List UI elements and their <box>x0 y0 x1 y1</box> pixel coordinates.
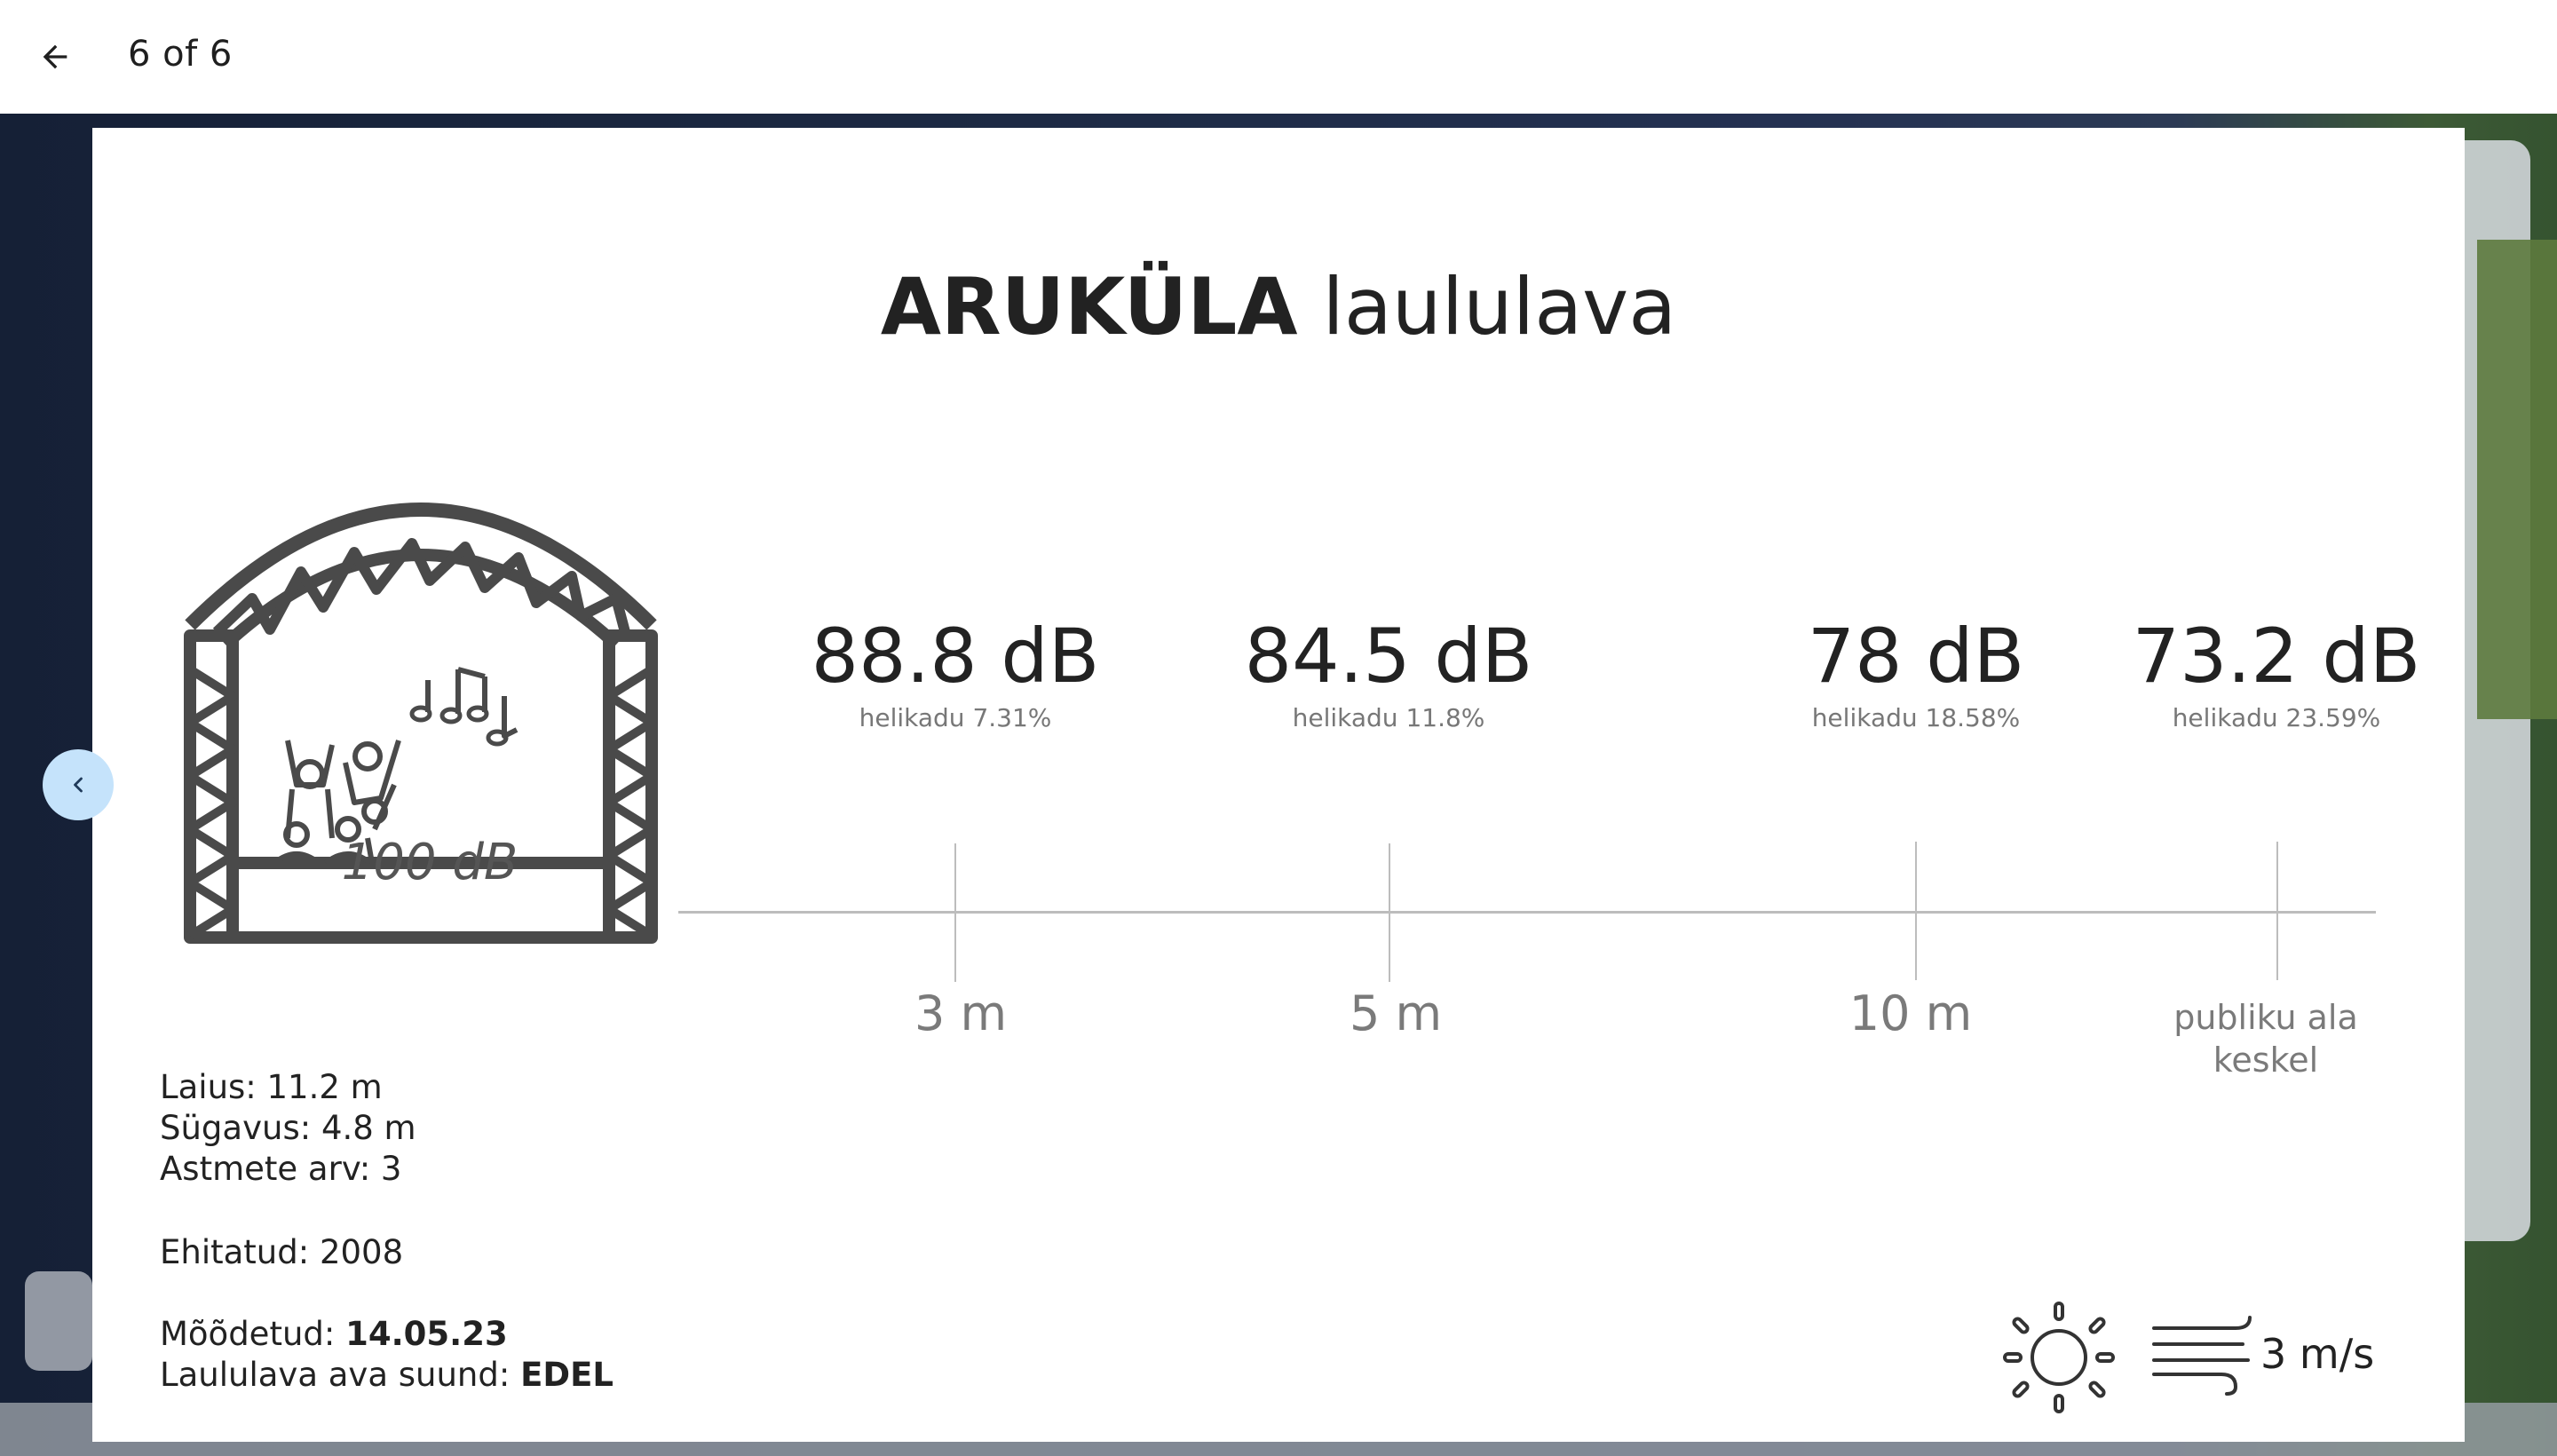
sun-icon <box>2003 1302 2115 1413</box>
arrow-left-icon <box>43 44 67 69</box>
reading-noise: helikadu 23.59% <box>2172 703 2381 732</box>
measurement-info: Mõõdetud: 14.05.23 Laululava ava suund: … <box>160 1314 614 1396</box>
axis-tick <box>2276 842 2278 980</box>
reading-10m: 78 dB helikadu 18.58% <box>1730 613 2102 732</box>
spec-built: Ehitatud: 2008 <box>160 1233 404 1271</box>
reading-db: 73.2 dB <box>2132 613 2421 700</box>
reading-audience: 73.2 dB helikadu 23.59% <box>2090 613 2463 732</box>
direction-line: Laululava ava suund: EDEL <box>160 1355 614 1396</box>
reading-noise: helikadu 18.58% <box>1811 703 2021 732</box>
stage-icon <box>184 502 658 944</box>
measured-label: Mõõdetud: <box>160 1315 346 1353</box>
direction-value: EDEL <box>520 1356 614 1394</box>
wind-icon <box>2152 1316 2252 1396</box>
title-bold: ARUKÜLA <box>880 261 1298 352</box>
background-control <box>25 1271 92 1371</box>
background-map-area <box>2477 240 2557 719</box>
axis-tick <box>954 843 956 982</box>
axis-tick <box>1915 842 1917 980</box>
title-light: laululava <box>1322 261 1677 352</box>
viewer-top-bar: 6 of 6 <box>0 0 2557 114</box>
distance-label: 10 m <box>1848 985 1973 1041</box>
stage-level: 100 dB <box>341 834 519 891</box>
back-button[interactable] <box>25 27 85 87</box>
spec-depth: Sügavus: 4.8 m <box>160 1109 416 1147</box>
reading-db: 88.8 dB <box>811 613 1100 700</box>
image-slide: ARUKÜLA laululava <box>92 128 2465 1442</box>
reading-3m: 88.8 dB helikadu 7.31% <box>769 613 1142 732</box>
reading-5m: 84.5 dB helikadu 11.8% <box>1202 613 1575 732</box>
distance-label-audience: publiku ala keskel <box>2106 996 2426 1081</box>
distance-label: 3 m <box>914 985 1008 1041</box>
image-counter: 6 of 6 <box>128 34 233 75</box>
slide-title: ARUKÜLA laululava <box>92 261 2465 352</box>
reading-db: 84.5 dB <box>1244 613 1533 700</box>
distance-axis <box>678 911 2376 914</box>
distance-line: keskel <box>2213 1041 2319 1080</box>
reading-noise: helikadu 11.8% <box>1292 703 1485 732</box>
axis-tick <box>1389 843 1390 982</box>
spec-width: Laius: 11.2 m <box>160 1068 383 1106</box>
spec-steps: Astmete arv: 3 <box>160 1150 402 1188</box>
previous-image-button[interactable] <box>43 749 114 820</box>
distance-line: publiku ala <box>2173 998 2358 1037</box>
measured-value: 14.05.23 <box>345 1315 508 1353</box>
measured-line: Mõõdetud: 14.05.23 <box>160 1314 614 1355</box>
reading-noise: helikadu 7.31% <box>859 703 1052 732</box>
chevron-left-icon <box>74 777 83 793</box>
stage-built: Ehitatud: 2008 <box>160 1232 403 1273</box>
stage-specs: Laius: 11.2 m Sügavus: 4.8 m Astmete arv… <box>160 1067 416 1190</box>
direction-label: Laululava ava suund: <box>160 1356 521 1394</box>
reading-db: 78 dB <box>1807 613 2025 700</box>
wind-speed: 3 m/s <box>2260 1330 2375 1378</box>
distance-label: 5 m <box>1349 985 1443 1041</box>
